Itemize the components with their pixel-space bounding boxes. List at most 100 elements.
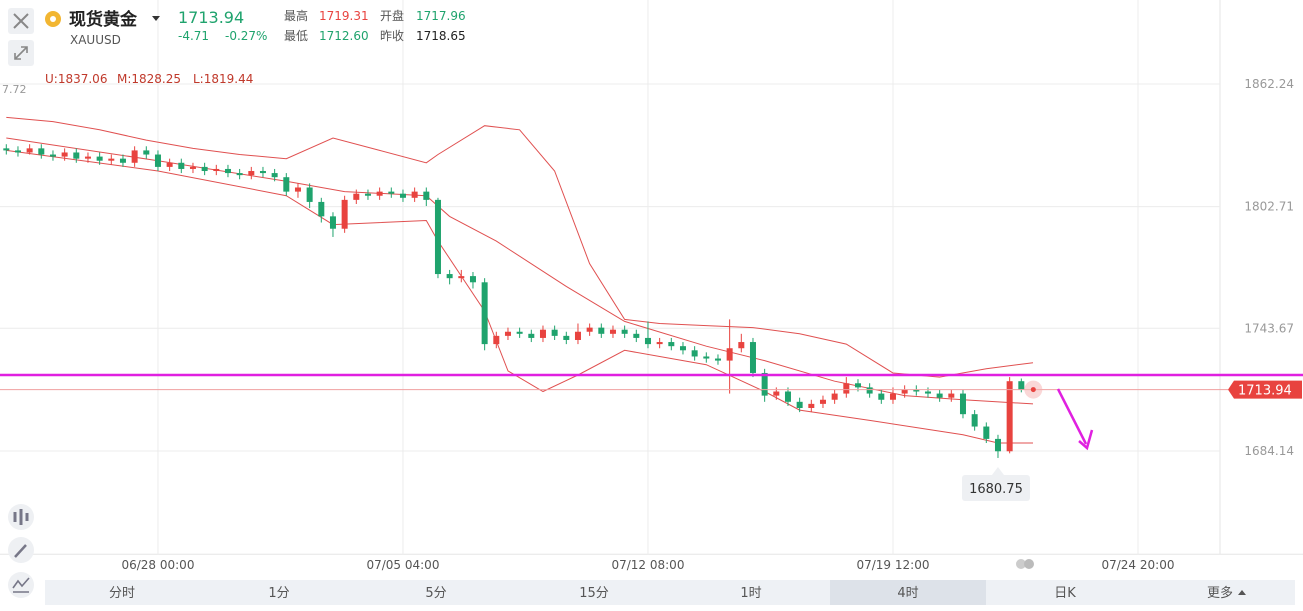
- candle-body: [341, 199, 348, 229]
- stat-value: 1712.60: [319, 29, 369, 43]
- candle-body: [154, 154, 161, 167]
- y-tick-label: 1802.71: [1244, 200, 1294, 214]
- candle-body: [819, 399, 826, 404]
- candle-body: [621, 329, 628, 334]
- draw-tool[interactable]: [8, 537, 34, 563]
- candle-body: [843, 383, 850, 394]
- tab[interactable]: 15分: [579, 586, 609, 601]
- stat-label: 最低: [284, 29, 308, 43]
- candle-body: [493, 335, 500, 345]
- candle-body: [913, 389, 920, 392]
- candle-body: [983, 426, 990, 439]
- axis-fragment: 7.72: [2, 83, 27, 96]
- candle-body: [644, 337, 651, 345]
- candle-body: [703, 356, 710, 359]
- candle-body: [528, 333, 535, 338]
- candle-body: [563, 335, 570, 340]
- dropdown-arrow[interactable]: [152, 16, 160, 21]
- x-tick-label: 07/05 04:00: [366, 558, 439, 572]
- candle-body: [609, 329, 616, 334]
- boll-upper: U:1837.06: [45, 72, 107, 86]
- candle-body: [574, 331, 581, 340]
- candle-body: [399, 193, 406, 198]
- candle-body: [376, 191, 383, 196]
- candle-body: [691, 350, 698, 357]
- candle-body: [49, 154, 56, 157]
- tab[interactable]: 更多: [1207, 585, 1233, 601]
- candle-body: [271, 173, 278, 178]
- candle-body: [166, 162, 173, 167]
- candle-body: [679, 346, 686, 351]
- low-marker-pointer: [991, 466, 1004, 475]
- candle-body: [516, 331, 523, 334]
- last-price-dot: [1030, 387, 1036, 393]
- candle-body: [971, 414, 978, 427]
- candle-body: [73, 152, 80, 159]
- tab[interactable]: 4时: [897, 586, 918, 601]
- y-tick-label: 1862.24: [1244, 77, 1294, 91]
- candle-body: [14, 150, 21, 153]
- candle-body: [668, 342, 675, 347]
- last-price-tag-text: 1713.94: [1238, 384, 1292, 399]
- candle-body: [3, 148, 10, 151]
- last-price-tag: [1228, 380, 1302, 399]
- candle-body: [1018, 381, 1025, 390]
- candle-body: [469, 276, 476, 283]
- stat-value: 1717.96: [416, 9, 466, 23]
- tab[interactable]: 5分: [425, 586, 446, 601]
- chart-type-tool[interactable]: [8, 572, 34, 598]
- candle-body: [808, 403, 815, 408]
- candle-body: [294, 187, 301, 192]
- boll-middle: M:1828.25: [117, 72, 181, 86]
- collapse-icon[interactable]: [8, 40, 34, 66]
- stat-label: 开盘: [380, 8, 404, 23]
- symbol-title[interactable]: 现货黄金: [69, 9, 138, 30]
- candle-body: [586, 327, 593, 332]
- candle-body: [26, 148, 33, 153]
- candle-body: [959, 393, 966, 415]
- candle-body: [539, 329, 546, 338]
- candle-body: [446, 274, 453, 279]
- y-tick-label: 1684.14: [1244, 444, 1294, 458]
- candle-body: [434, 199, 441, 275]
- tab[interactable]: 分时: [109, 586, 135, 601]
- last-price: 1713.94: [178, 8, 244, 27]
- gold-icon-dot: [50, 16, 56, 22]
- candle-body: [248, 171, 255, 176]
- bollinger-band: [6, 149, 1033, 444]
- scroll-dot: [1024, 559, 1034, 569]
- candle-body: [633, 333, 640, 338]
- candle-body: [364, 193, 371, 196]
- candle-body: [656, 342, 663, 345]
- candle-body: [714, 358, 721, 361]
- tab[interactable]: 1时: [740, 586, 761, 601]
- candle-body: [38, 148, 45, 155]
- close-icon[interactable]: [8, 8, 34, 34]
- symbol-code: XAUUSD: [70, 33, 121, 47]
- candle-body: [423, 191, 430, 200]
- candle-body: [936, 393, 943, 398]
- candle-body: [201, 166, 208, 172]
- candle-body: [96, 156, 103, 161]
- tab[interactable]: 日K: [1054, 586, 1076, 601]
- more-arrow: [1238, 590, 1246, 595]
- candle-body: [143, 150, 150, 155]
- x-tick-label: 07/12 08:00: [611, 558, 684, 572]
- indicator-tool[interactable]: [8, 504, 34, 530]
- candle-body: [749, 342, 756, 373]
- x-tick-label: 07/24 20:00: [1101, 558, 1174, 572]
- price-change-percent: -0.27%: [225, 29, 267, 43]
- candle-body: [504, 331, 511, 336]
- candle-body: [353, 193, 360, 200]
- tab[interactable]: 1分: [268, 586, 289, 601]
- candle-body: [178, 162, 185, 169]
- x-tick-label: 06/28 00:00: [121, 558, 194, 572]
- candle-body: [283, 177, 290, 192]
- tab-bar: [45, 580, 1295, 605]
- candle-body: [796, 401, 803, 408]
- candle-body: [1006, 381, 1013, 452]
- scroll-dot: [1016, 559, 1026, 569]
- candle-body: [598, 327, 605, 334]
- candle-body: [738, 342, 745, 349]
